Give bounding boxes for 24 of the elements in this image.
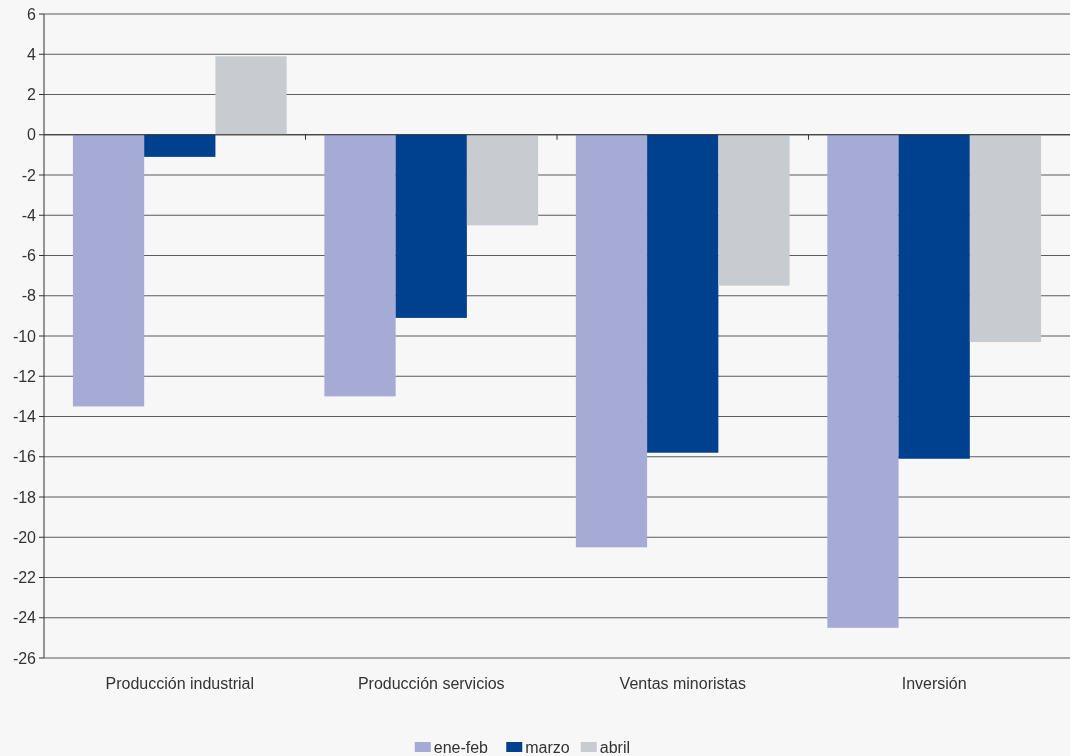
y-tick-label: -26 — [12, 649, 37, 667]
y-tick-label: 4 — [27, 45, 37, 63]
y-tick-label: -18 — [12, 488, 37, 506]
x-tick-label: Ventas minoristas — [619, 675, 746, 692]
y-tick-label: -20 — [12, 528, 37, 546]
legend-label: abril — [599, 739, 630, 756]
y-tick-label: -12 — [12, 367, 37, 385]
y-tick-label: 2 — [27, 86, 37, 104]
x-tick-label: Producción servicios — [357, 675, 505, 692]
y-tick-label: -22 — [12, 569, 37, 587]
y-tick-label: -2 — [21, 166, 37, 184]
legend-label: ene-feb — [433, 739, 489, 756]
y-tick-label: -24 — [12, 609, 37, 627]
y-tick-label: 6 — [27, 5, 37, 23]
y-tick-label: -10 — [12, 327, 37, 345]
y-tick-label: 0 — [27, 126, 37, 144]
y-tick-label: -4 — [21, 206, 37, 224]
y-tick-label: -6 — [21, 247, 37, 265]
y-tick-label: -8 — [21, 287, 37, 305]
y-tick-label: -16 — [12, 448, 37, 466]
x-tick-label: Producción industrial — [105, 675, 255, 692]
legend-label: marzo — [525, 739, 570, 756]
y-tick-label: -14 — [12, 408, 37, 426]
x-tick-label: Inversión — [901, 675, 967, 692]
